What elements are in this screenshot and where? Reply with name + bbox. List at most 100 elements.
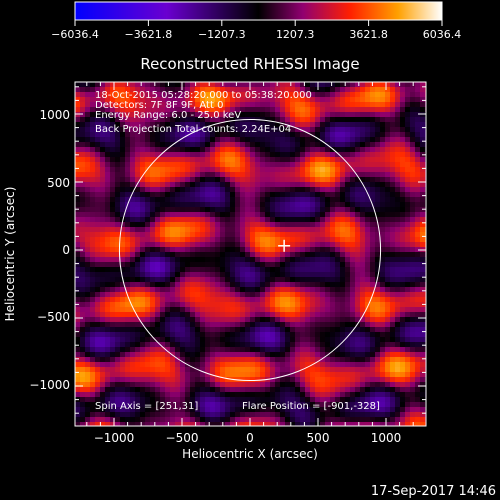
- heatmap-cell: [290, 342, 295, 347]
- heatmap-cell: [135, 242, 140, 247]
- heatmap-cell: [150, 302, 155, 307]
- heatmap-cell: [210, 367, 215, 372]
- heatmap-cell: [375, 217, 380, 222]
- heatmap-cell: [195, 337, 200, 342]
- heatmap-cell: [175, 227, 180, 232]
- heatmap-cell: [305, 252, 310, 257]
- heatmap-cell: [125, 252, 130, 257]
- heatmap-cell: [185, 112, 190, 117]
- heatmap-cell: [385, 302, 390, 307]
- heatmap-cell: [315, 137, 320, 142]
- heatmap-cell: [110, 252, 115, 257]
- heatmap-cell: [220, 292, 225, 297]
- heatmap-cell: [200, 312, 205, 317]
- heatmap-cell: [180, 217, 185, 222]
- heatmap-cell: [90, 362, 95, 367]
- heatmap-cell: [320, 217, 325, 222]
- heatmap-cell: [370, 142, 375, 147]
- heatmap-cell: [300, 237, 305, 242]
- heatmap-cell: [385, 137, 390, 142]
- heatmap-cell: [375, 382, 380, 387]
- heatmap-cell: [315, 372, 320, 377]
- heatmap-cell: [355, 362, 360, 367]
- heatmap-cell: [280, 107, 285, 112]
- heatmap-cell: [205, 187, 210, 192]
- heatmap-cell: [155, 262, 160, 267]
- heatmap-cell: [245, 417, 250, 422]
- heatmap-cell: [415, 417, 420, 422]
- heatmap-cell: [255, 87, 260, 92]
- heatmap-cell: [120, 332, 125, 337]
- heatmap-cell: [220, 227, 225, 232]
- heatmap-cell: [110, 417, 115, 422]
- heatmap-cell: [90, 282, 95, 287]
- heatmap-cell: [380, 282, 385, 287]
- heatmap-cell: [395, 272, 400, 277]
- heatmap-cell: [310, 127, 315, 132]
- heatmap-cell: [270, 102, 275, 107]
- heatmap-cell: [270, 202, 275, 207]
- heatmap-cell: [125, 297, 130, 302]
- heatmap-cell: [120, 267, 125, 272]
- heatmap-cell: [175, 282, 180, 287]
- heatmap-cell: [270, 247, 275, 252]
- heatmap-cell: [115, 117, 120, 122]
- heatmap-cell: [215, 367, 220, 372]
- heatmap-cell: [335, 222, 340, 227]
- heatmap-cell: [90, 402, 95, 407]
- heatmap-cell: [335, 352, 340, 357]
- heatmap-cell: [200, 292, 205, 297]
- heatmap-cell: [225, 97, 230, 102]
- heatmap-cell: [105, 272, 110, 277]
- heatmap-cell: [165, 272, 170, 277]
- heatmap-cell: [345, 127, 350, 132]
- heatmap-cell: [125, 102, 130, 107]
- heatmap-cell: [105, 382, 110, 387]
- heatmap-cell: [245, 352, 250, 357]
- heatmap-cell: [295, 417, 300, 422]
- heatmap-cell: [340, 117, 345, 122]
- heatmap-cell: [275, 187, 280, 192]
- heatmap-cell: [230, 382, 235, 387]
- heatmap-cell: [235, 352, 240, 357]
- heatmap-cell: [260, 417, 265, 422]
- heatmap-cell: [140, 192, 145, 197]
- heatmap-cell: [255, 322, 260, 327]
- heatmap-cell: [285, 262, 290, 267]
- heatmap-cell: [105, 397, 110, 402]
- heatmap-cell: [95, 247, 100, 252]
- heatmap-cell: [120, 157, 125, 162]
- heatmap-cell: [305, 262, 310, 267]
- heatmap-cell: [380, 337, 385, 342]
- heatmap-cell: [100, 252, 105, 257]
- heatmap-cell: [305, 97, 310, 102]
- heatmap-cell: [185, 167, 190, 172]
- heatmap-cell: [75, 262, 80, 267]
- heatmap-cell: [305, 317, 310, 322]
- heatmap-cell: [150, 192, 155, 197]
- heatmap-cell: [115, 412, 120, 417]
- heatmap-cell: [410, 287, 415, 292]
- heatmap-cell: [145, 232, 150, 237]
- heatmap-cell: [75, 327, 80, 332]
- heatmap-cell: [375, 122, 380, 127]
- heatmap-cell: [140, 342, 145, 347]
- heatmap-cell: [300, 327, 305, 332]
- heatmap-cell: [295, 157, 300, 162]
- heatmap-cell: [315, 317, 320, 322]
- heatmap-cell: [390, 372, 395, 377]
- heatmap-cell: [325, 347, 330, 352]
- heatmap-cell: [145, 207, 150, 212]
- heatmap-cell: [380, 97, 385, 102]
- heatmap-cell: [285, 172, 290, 177]
- heatmap-cell: [315, 352, 320, 357]
- heatmap-cell: [210, 407, 215, 412]
- heatmap-cell: [345, 167, 350, 172]
- heatmap-cell: [400, 182, 405, 187]
- heatmap-cell: [120, 322, 125, 327]
- heatmap-cell: [360, 137, 365, 142]
- heatmap-cell: [310, 307, 315, 312]
- heatmap-cell: [420, 92, 425, 97]
- heatmap-cell: [260, 212, 265, 217]
- heatmap-cell: [350, 187, 355, 192]
